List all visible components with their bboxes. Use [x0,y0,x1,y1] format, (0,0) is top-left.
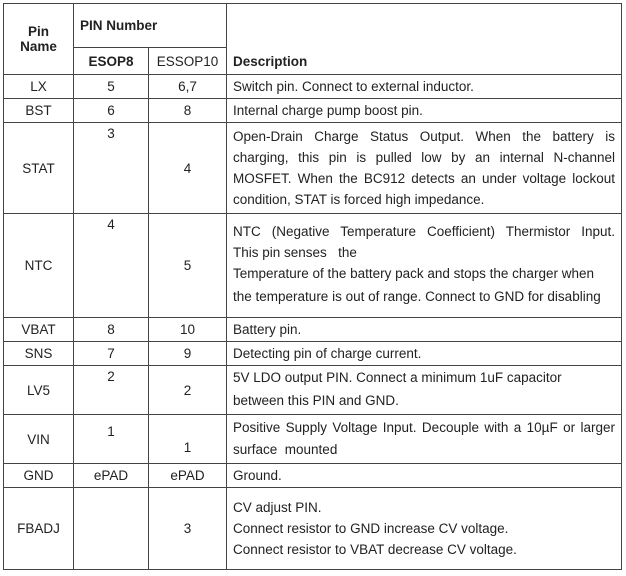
pin-essop10: 6,7 [147,74,228,99]
pin-esop8: 6 [73,98,149,123]
description-line: NTC (Negative Temperature Coefficient) T… [233,224,615,239]
description-line: Positive Supply Voltage Input. Decouple … [233,419,615,435]
table-row: VBAT 8 10 Battery pin. [3,317,622,342]
pin-essop10: 3 [147,487,228,570]
pin-essop10: 5 [147,213,228,318]
table-row: NTC 4 5 NTC (Negative Temperature Coeffi… [3,213,622,318]
header-essop10: ESSOP10 [147,47,228,75]
pin-name: VBAT [3,317,74,342]
pin-essop10: 4 [147,122,228,214]
pin-esop8: 5 [73,74,149,99]
pin-name: LX [3,74,74,99]
pin-name: BST [3,98,74,123]
pin-essop10: 8 [147,98,228,123]
table-row: SNS 7 9 Detecting pin of charge current. [3,341,622,366]
description-line: This pin senses the [233,245,357,260]
description-line: Open-Drain Charge Status Output. When th… [233,129,615,144]
description-line: charging, this pin is pulled low by an i… [233,150,615,165]
pin-esop8: 4 [73,213,149,318]
pin-name: STAT [3,122,74,214]
description-line: Connect resistor to GND increase CV volt… [233,521,509,536]
pin-description: CV adjust PIN. Connect resistor to GND i… [226,487,622,570]
pin-essop10: 1 [147,414,228,464]
pin-description: 5V LDO output PIN. Connect a minimum 1uF… [226,365,622,415]
header-pin-number: PIN Number [72,3,228,48]
pin-name: GND [3,463,74,488]
description-line: surface mounted [233,441,338,457]
table-row: LX 5 6,7 Switch pin. Connect to external… [3,74,622,99]
pin-description: Internal charge pump boost pin. [226,98,622,123]
pin-esop8 [73,487,149,570]
pin-description: Positive Supply Voltage Input. Decouple … [226,414,622,464]
pin-essop10: 9 [147,341,228,366]
description-line: MOSFET. When the BC912 detects an under … [233,171,615,186]
pin-esop8: 2 [73,365,149,415]
pin-essop10: ePAD [147,463,228,488]
description-line: Switch pin. Connect to external inductor… [233,79,474,94]
pin-description: Switch pin. Connect to external inductor… [226,74,622,99]
pin-essop10: 2 [147,365,228,415]
description-line: CV adjust PIN. [233,500,322,515]
description-line: 5V LDO output PIN. Connect a minimum 1uF… [233,369,562,385]
pin-description-table: Pin Name PIN Number Description ESOP8 ES… [3,3,622,570]
header-esop8: ESOP8 [73,47,149,75]
table-row: LV5 2 2 5V LDO output PIN. Connect a min… [3,365,622,415]
description-line: Internal charge pump boost pin. [233,103,423,118]
header-description-cell: Description [226,3,622,75]
table-row: STAT 3 4 Open-Drain Charge Status Output… [3,122,622,214]
table-row: GND ePAD ePAD Ground. [3,463,622,488]
pin-esop8: 7 [73,341,149,366]
table-row: BST 6 8 Internal charge pump boost pin. [3,98,622,123]
description-line: Battery pin. [233,322,302,337]
pin-description: Open-Drain Charge Status Output. When th… [226,122,622,214]
description-line: Detecting pin of charge current. [233,346,422,361]
pin-esop8: 1 [73,414,149,464]
description-line: the temperature is out of range. Connect… [233,289,601,304]
header-pin-name: Pin Name [3,3,74,75]
table-row: VIN 1 1 Positive Supply Voltage Input. D… [3,414,622,464]
description-line: Ground. [233,468,282,483]
pin-name: SNS [3,341,74,366]
description-line: between this PIN and GND. [233,392,399,408]
table-row: FBADJ 3 CV adjust PIN. Connect resistor … [3,487,622,570]
pin-essop10: 10 [147,317,228,342]
description-line: Connect resistor to VBAT decrease CV vol… [233,542,517,557]
description-line: Temperature of the battery pack and stop… [233,266,594,281]
pin-name: NTC [3,213,74,318]
pin-name: FBADJ [3,487,74,570]
pin-name: VIN [3,414,74,464]
pin-name: LV5 [3,365,74,415]
pin-esop8: ePAD [73,463,149,488]
pin-esop8: 8 [73,317,149,342]
pin-description: Detecting pin of charge current. [226,341,622,366]
pin-description: Battery pin. [226,317,622,342]
header-description: Description [233,54,308,69]
pin-description: Ground. [226,463,622,488]
description-line: condition, STAT is forced high impedance… [233,192,485,207]
pin-esop8: 3 [73,122,149,214]
pin-description: NTC (Negative Temperature Coefficient) T… [226,213,622,318]
